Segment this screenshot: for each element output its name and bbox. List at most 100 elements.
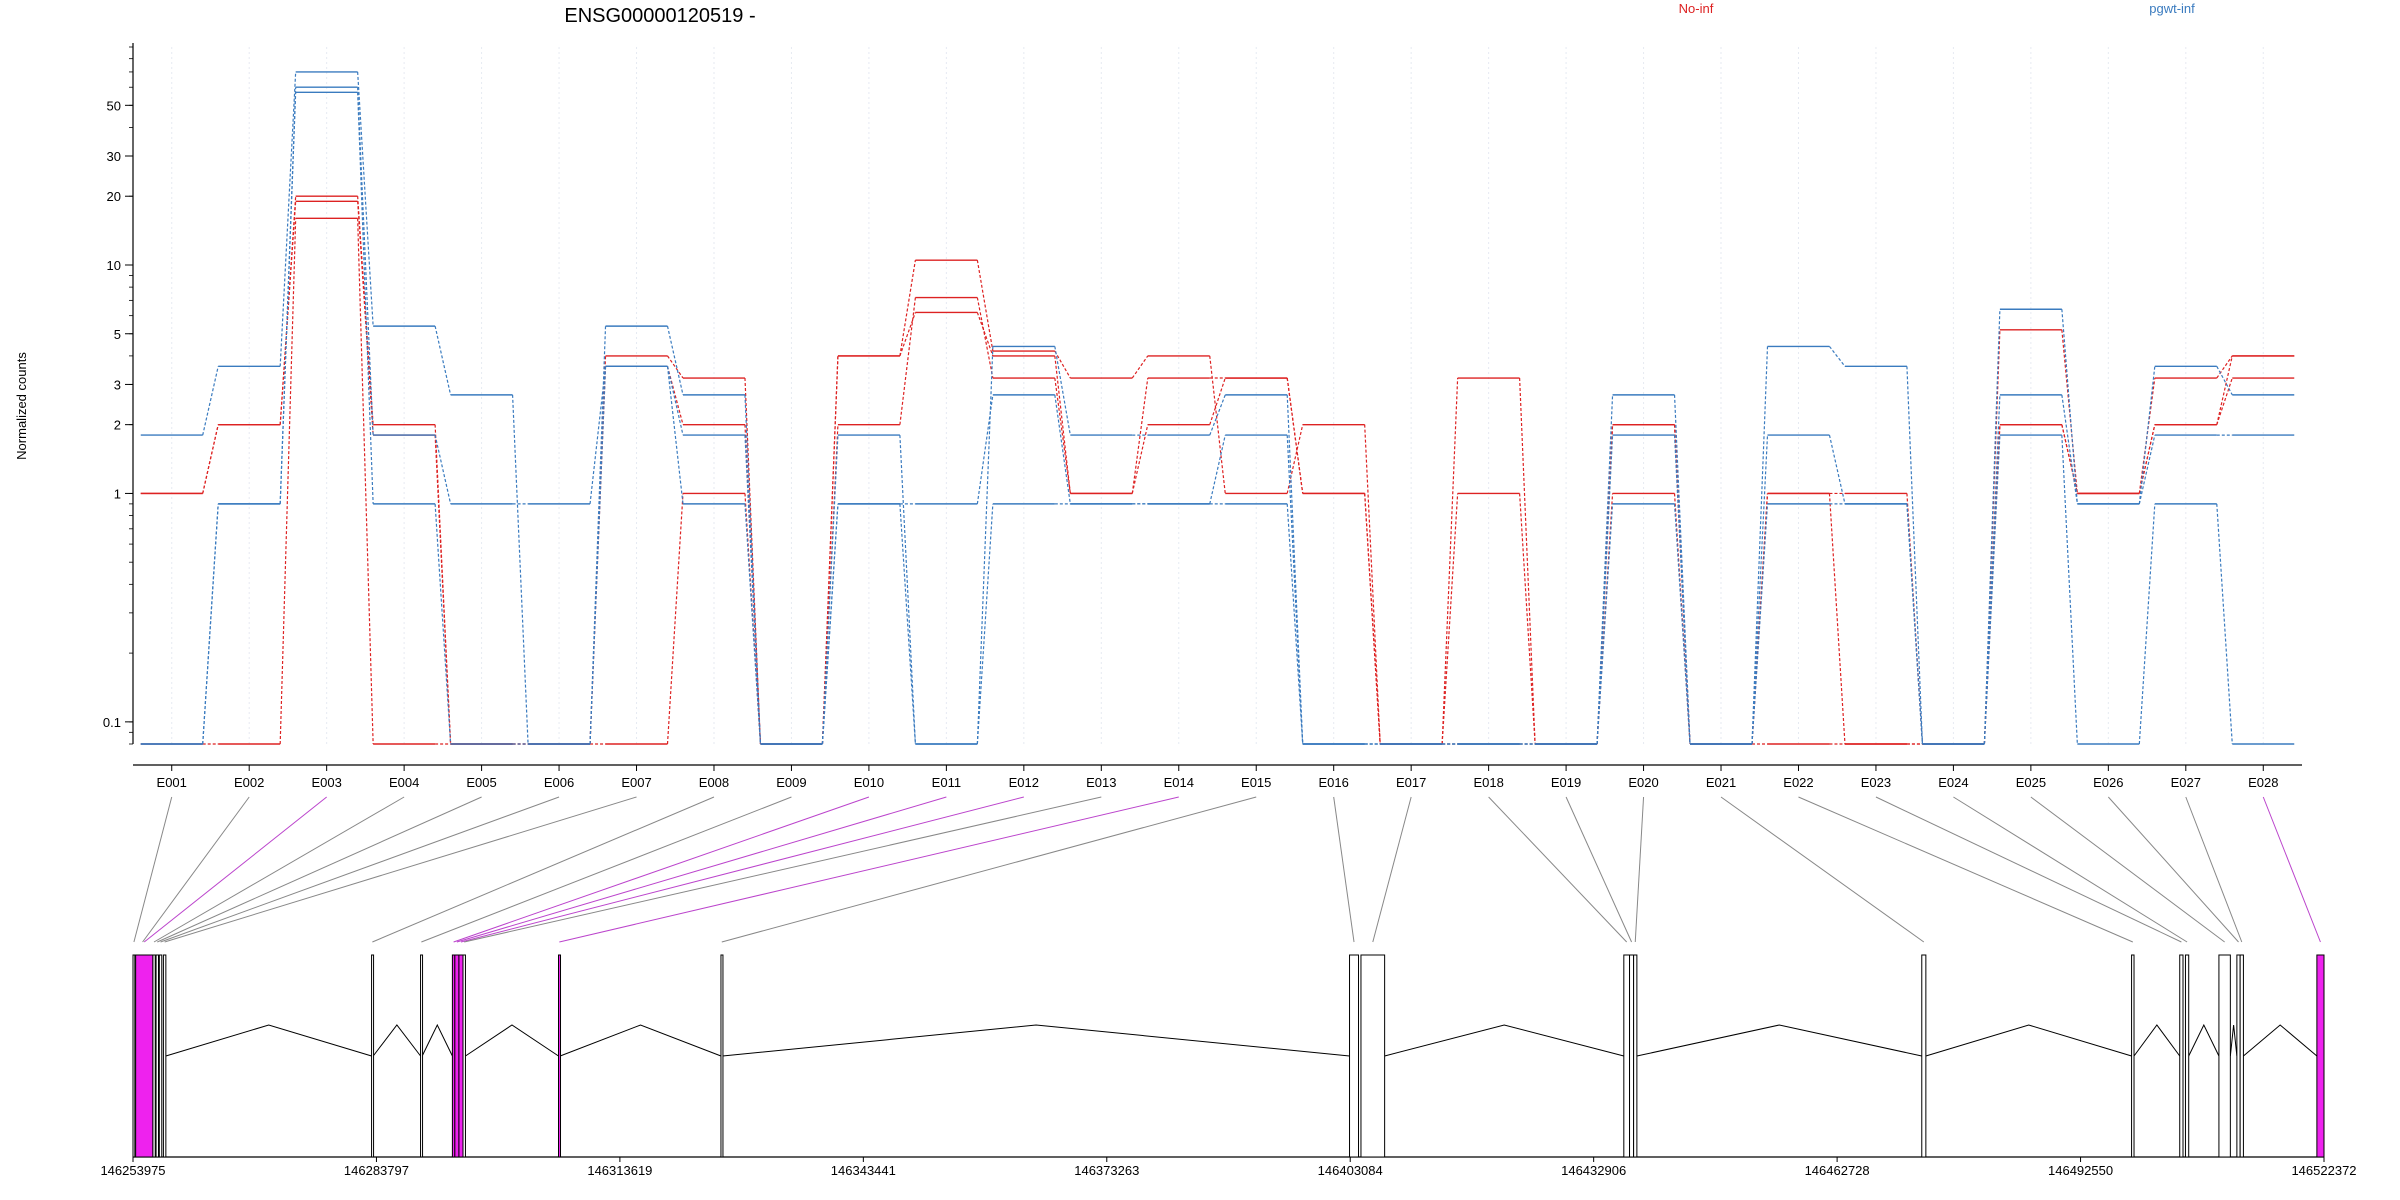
y-axis-label: Normalized counts [14,352,29,460]
series-connector [1054,355,1071,494]
exon-connector [456,796,947,943]
x-tick-label: E023 [1861,775,1891,790]
exon-e009 [420,954,424,1158]
series-connector [1983,435,2001,745]
series-connector [899,312,916,357]
exon-connector [1372,796,1412,943]
series-connector [1131,355,1149,379]
series-connector [1209,394,1226,436]
series-connector [1828,493,1846,745]
series-connector [2061,394,2078,504]
exon-connector [372,796,715,943]
series-connector [1906,503,1924,745]
series-connector [1673,435,1691,745]
series-connector [589,366,607,504]
x-tick-label: E025 [2016,775,2046,790]
intron-line [722,1024,1350,1057]
genomic-tick-label: 146492550 [2048,1163,2113,1178]
series-connector [1054,394,1071,504]
genomic-tick-label: 146283797 [344,1163,409,1178]
x-tick-label: E005 [466,775,496,790]
genomic-tick-label: 146373263 [1074,1163,1139,1178]
series-connector [976,312,994,357]
series-pgwt-inf [140,91,2295,745]
series-connector [976,260,994,352]
series-connector [1441,493,1459,745]
x-tick-label: E010 [854,775,884,790]
series-connector [2061,309,2078,504]
exon-e028 [2316,954,2325,1158]
exon-connector [1875,796,2182,943]
intron-line [2133,1024,2181,1057]
x-tick-label: E008 [699,775,729,790]
series-connector [357,87,374,436]
genomic-tick-label: 146432906 [1561,1163,1626,1178]
series-connector [2216,503,2233,745]
series-connector [2061,435,2078,745]
series-connector [2061,424,2078,494]
series-connector [2138,503,2156,745]
series-connector [976,503,994,745]
intron-line [1636,1024,1922,1057]
series-no-inf [140,200,2295,745]
y-tick-label: 0.1 [103,715,121,730]
exon-connector [133,796,173,943]
genomic-tick-label: 146522372 [2291,1163,2356,1178]
series-connector [1054,377,1071,494]
x-tick-label: E015 [1241,775,1271,790]
x-tick-label: E011 [932,775,961,790]
x-tick-label: E001 [157,775,187,790]
series-connector [1286,435,1304,745]
exon-e018 [1623,954,1631,1158]
series-connector [2216,377,2233,425]
exon-e015 [720,954,724,1158]
series-connector [2216,355,2233,425]
exon-e020 [1633,954,1638,1158]
series-connector [2138,366,2156,504]
y-tick-label: 5 [114,327,121,342]
x-tick-label: E006 [544,775,574,790]
series-connector [1983,309,2001,745]
exon-e021 [1921,954,1927,1158]
series-connector [1596,435,1614,745]
x-tick-label: E022 [1783,775,1813,790]
series-connector [666,366,684,504]
intron-line [465,1024,559,1057]
series-connector [1906,366,1924,745]
exon-e024 [2184,954,2190,1158]
exon-e014 [558,954,562,1158]
exon-e008 [371,954,375,1158]
exon-e005 [155,954,160,1158]
exon-connector [421,796,792,943]
series-connector [1828,434,1846,505]
series-no-inf [140,217,2295,745]
exon-connector [453,796,870,943]
exon-connector [164,796,637,943]
exon-connector [1798,796,2133,943]
y-tick-label: 2 [114,418,121,433]
series-connector [279,71,297,367]
series-connector [1364,493,1381,745]
x-tick-label: E028 [2248,775,2278,790]
series-connector [1054,346,1071,436]
series-connector [821,503,839,745]
intron-line [1384,1024,1624,1057]
x-tick-label: E020 [1628,775,1658,790]
series-connector [2138,434,2156,505]
y-tick-label: 10 [107,258,121,273]
series-connector [1828,346,1846,367]
y-tick-label: 50 [107,98,121,113]
series-connector [666,366,684,436]
series-connector [1286,503,1304,745]
series-connector [1519,378,1536,745]
series-connector [744,378,762,745]
x-tick-label: E019 [1551,775,1581,790]
intron-line [2229,1024,2238,1057]
gene-model: 146253975 146283797 146313619 146343441 1463… [100,954,2357,1178]
series-connector [976,346,994,745]
intron-line [1925,1024,2132,1057]
x-tick-label: E014 [1164,775,1194,790]
exon-connector [1720,796,1925,943]
exon-connector [2185,796,2243,943]
